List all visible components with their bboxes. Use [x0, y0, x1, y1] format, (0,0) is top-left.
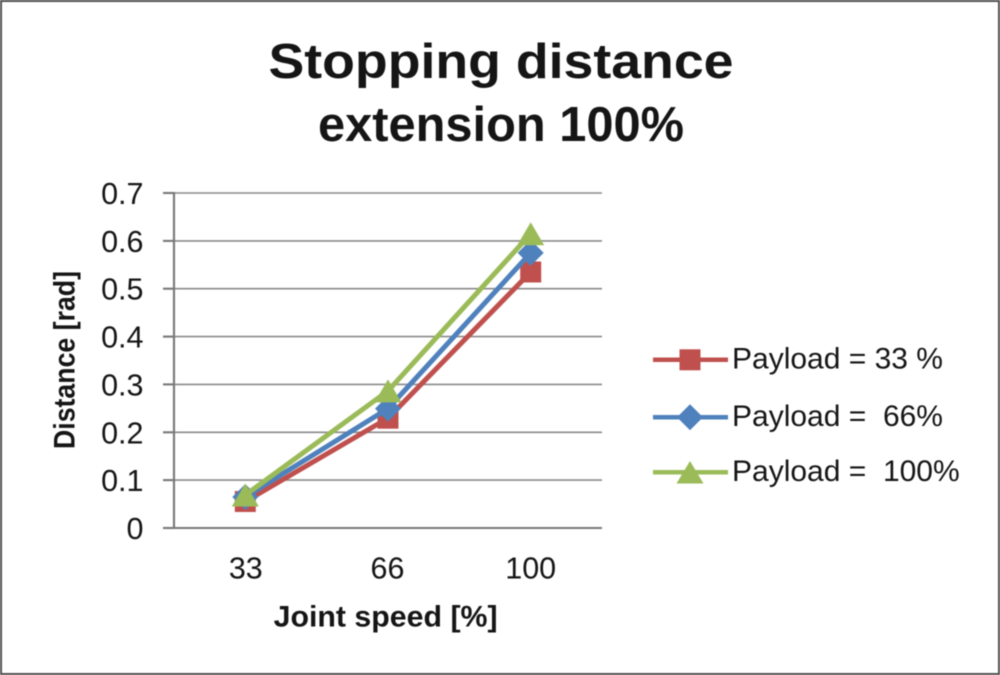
svg-text:extension 100%: extension 100%: [318, 98, 684, 152]
svg-text:100: 100: [505, 552, 556, 586]
svg-text:0.6: 0.6: [101, 225, 143, 259]
svg-text:Payload = 33 %: Payload = 33 %: [732, 343, 943, 376]
svg-text:Payload = 66%: Payload = 66%: [732, 400, 943, 433]
svg-text:0.4: 0.4: [101, 321, 143, 355]
svg-text:0.5: 0.5: [101, 273, 143, 307]
svg-text:0.2: 0.2: [101, 416, 143, 450]
svg-text:0.7: 0.7: [101, 177, 143, 211]
svg-text:33: 33: [229, 552, 263, 586]
svg-text:Payload = 100%: Payload = 100%: [732, 455, 960, 488]
svg-text:0.1: 0.1: [101, 464, 143, 498]
svg-text:Distance [rad]: Distance [rad]: [49, 271, 82, 449]
svg-text:0: 0: [127, 512, 144, 546]
svg-text:Stopping distance: Stopping distance: [269, 35, 734, 89]
svg-text:0.3: 0.3: [101, 368, 143, 402]
svg-text:Joint speed [%]: Joint speed [%]: [274, 601, 498, 634]
svg-text:66: 66: [371, 552, 405, 586]
